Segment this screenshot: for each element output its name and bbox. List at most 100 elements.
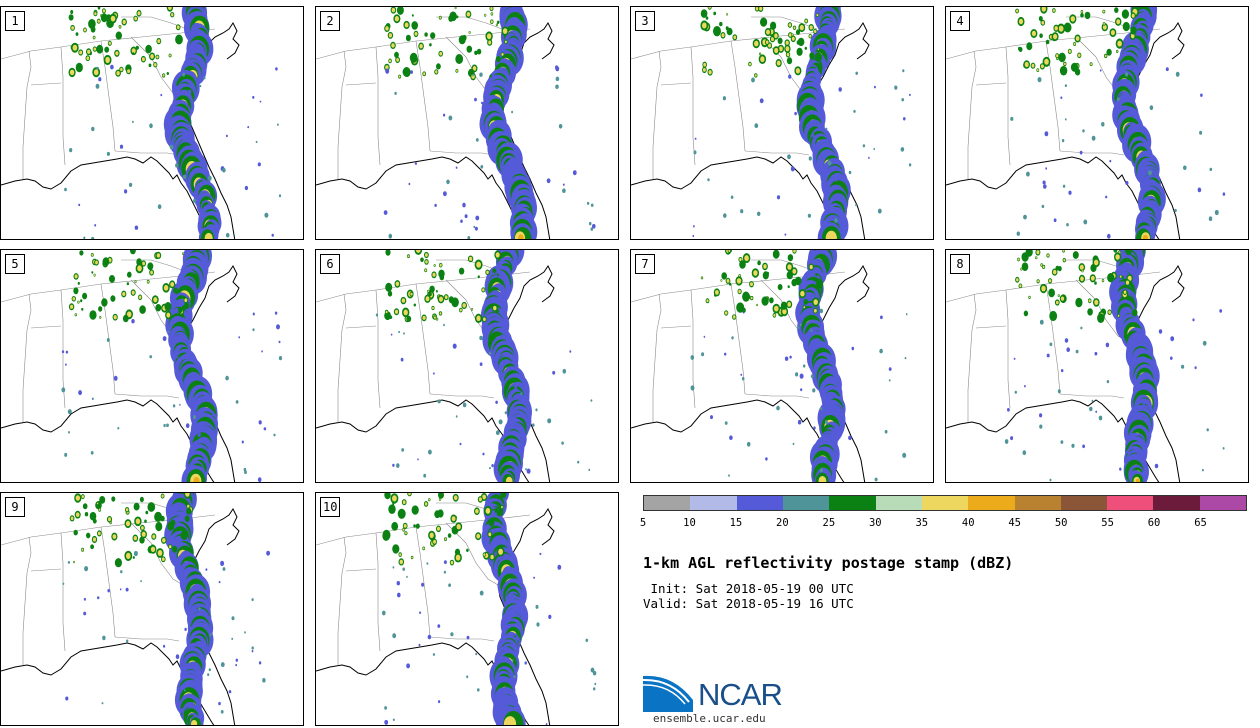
precip-cell	[816, 13, 819, 17]
precip-cell	[187, 89, 192, 95]
precip-cell	[770, 21, 777, 30]
colorbar-tick-label: 25	[822, 517, 836, 529]
precip-cell	[809, 264, 813, 270]
member-number-label: 7	[635, 254, 655, 274]
precip-cell	[155, 304, 162, 312]
precip-cell	[391, 43, 395, 48]
precip-cell	[751, 77, 755, 83]
precip-cell	[134, 16, 138, 21]
precip-cell	[443, 560, 447, 564]
member-number-label: 9	[5, 497, 25, 517]
precip-cell	[79, 250, 84, 256]
precip-cell	[396, 7, 404, 15]
precip-cell	[64, 187, 67, 192]
state-border	[345, 325, 377, 329]
precip-cell	[1119, 467, 1122, 471]
precip-cell	[1045, 167, 1048, 170]
precip-cell	[815, 273, 818, 277]
precip-cell	[803, 364, 806, 368]
precip-cell	[1038, 16, 1043, 22]
precip-cell	[126, 282, 130, 286]
precip-cell	[120, 570, 123, 574]
precip-cell	[133, 536, 137, 541]
precip-cell	[94, 224, 97, 227]
precip-cell	[728, 250, 731, 252]
precip-cell	[490, 554, 494, 560]
precip-cell	[1066, 347, 1070, 352]
precip-cell	[1106, 380, 1110, 384]
precip-cell	[68, 14, 74, 21]
precip-cell	[129, 182, 133, 187]
precip-cell	[797, 326, 800, 330]
precip-cell	[419, 611, 422, 614]
state-border	[730, 40, 746, 152]
state-border	[744, 150, 810, 156]
precip-cell	[83, 236, 86, 239]
precip-cell	[1059, 65, 1068, 76]
state-border	[337, 536, 347, 665]
precip-cell	[432, 306, 434, 310]
state-border	[690, 46, 696, 166]
precip-cell	[399, 553, 402, 556]
colorbar-swatch	[921, 496, 969, 510]
precip-cell	[811, 133, 815, 138]
precip-cell	[799, 373, 804, 379]
precip-cell	[101, 702, 104, 705]
precip-cell	[411, 505, 419, 515]
precip-cell	[724, 311, 728, 315]
precip-cell	[502, 132, 506, 136]
colorbar-ticks: 5 10 15 20 25 30 35 40 45 50 55 60 65	[640, 517, 1247, 531]
precip-cell	[1026, 171, 1030, 177]
precip-cell	[780, 301, 788, 310]
precip-cell	[271, 233, 274, 237]
precip-cell	[448, 15, 454, 22]
precip-cell	[483, 553, 486, 556]
precip-cell	[1010, 436, 1014, 441]
precip-cell	[132, 120, 134, 124]
precip-cell	[411, 14, 414, 17]
precip-cell	[184, 689, 186, 692]
precip-cell	[834, 177, 838, 182]
precip-cell	[1136, 315, 1139, 319]
precip-cell	[101, 298, 108, 307]
precip-cell	[1053, 218, 1057, 222]
precip-cell	[71, 26, 74, 30]
precip-cell	[773, 313, 776, 317]
precip-cell	[402, 567, 405, 571]
precip-cell	[425, 296, 430, 302]
precip-cell	[822, 128, 827, 133]
precip-cell	[708, 70, 712, 75]
precip-cell	[1105, 342, 1110, 348]
precip-cell	[592, 671, 597, 676]
precip-cell	[1036, 69, 1039, 72]
member-panel: 10	[315, 492, 619, 726]
precip-cell	[1040, 64, 1044, 69]
precip-cell	[262, 678, 266, 683]
colorbar-swatch	[644, 496, 691, 510]
precip-cell	[266, 550, 270, 556]
precip-cell	[504, 40, 507, 44]
precip-cell	[475, 138, 479, 142]
precip-cell	[225, 134, 228, 138]
precip-cell	[131, 290, 135, 295]
precip-cell	[759, 98, 764, 104]
precip-cell	[434, 316, 436, 319]
precip-cell	[477, 688, 480, 692]
precip-cell	[389, 315, 393, 319]
precip-cell	[207, 175, 212, 181]
precip-cell	[95, 83, 100, 89]
member-number-label: 5	[5, 254, 25, 274]
precip-cell	[429, 285, 435, 293]
precip-cell	[462, 402, 467, 408]
precip-cell	[466, 12, 471, 17]
precip-cell	[141, 526, 144, 530]
precip-cell	[385, 68, 390, 74]
precip-cell	[394, 16, 399, 22]
state-border	[1045, 283, 1061, 395]
precip-cell	[588, 468, 591, 472]
precip-cell	[400, 357, 404, 362]
precip-cell	[409, 52, 418, 63]
precip-cell	[392, 463, 395, 467]
precip-cell	[65, 363, 67, 366]
precip-cell	[548, 614, 552, 619]
